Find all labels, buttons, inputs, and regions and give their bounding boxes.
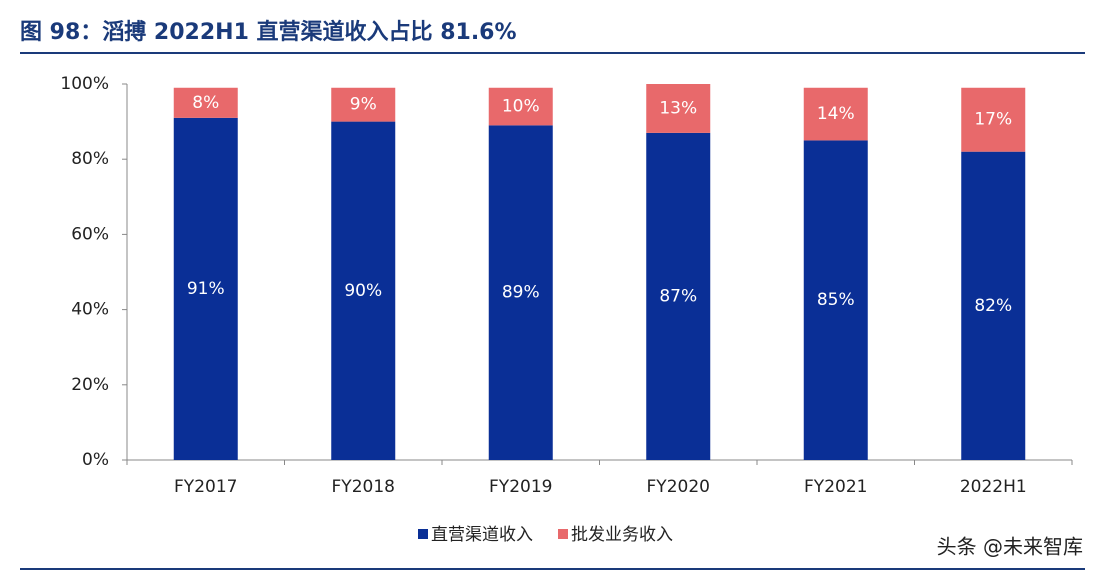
bar-segment — [646, 132, 711, 460]
legend-label: 批发业务收入 — [571, 525, 673, 545]
bar-segment — [803, 140, 868, 460]
data-label: 87% — [659, 286, 697, 306]
legend-swatch — [558, 529, 568, 539]
x-tick-label: FY2017 — [174, 477, 237, 497]
watermark: 头条 @未来智库 — [937, 535, 1083, 559]
data-label: 82% — [974, 296, 1012, 316]
legend-label: 直营渠道收入 — [431, 525, 533, 545]
data-label: 90% — [344, 281, 382, 301]
bar-segment — [961, 151, 1026, 460]
x-tick-label: FY2021 — [804, 477, 867, 497]
data-label: 14% — [817, 104, 855, 124]
legend-swatch — [418, 529, 428, 539]
bar-segment — [803, 87, 868, 141]
y-tick-label: 100% — [60, 74, 109, 94]
bar-segment — [646, 84, 711, 133]
bar-segment — [331, 121, 396, 460]
x-tick-label: FY2019 — [489, 477, 552, 497]
y-tick-label: 20% — [71, 375, 109, 395]
data-label: 91% — [187, 279, 225, 299]
data-label: 9% — [350, 95, 377, 115]
data-label: 89% — [502, 283, 540, 303]
data-label: 17% — [974, 110, 1012, 130]
y-tick-label: 60% — [71, 224, 109, 244]
y-tick-label: 0% — [82, 450, 109, 470]
bar-segment — [488, 87, 553, 126]
bar-segment — [331, 87, 396, 122]
x-tick-label: FY2018 — [332, 477, 395, 497]
data-label: 10% — [502, 97, 540, 117]
data-label: 8% — [192, 93, 219, 113]
bar-segment — [961, 87, 1026, 152]
chart-title: 图 98：滔搏 2022H1 直营渠道收入占比 81.6% — [20, 19, 517, 45]
data-label: 13% — [659, 98, 697, 118]
data-label: 85% — [817, 290, 855, 310]
bar-segment — [173, 117, 238, 460]
x-tick-label: FY2020 — [647, 477, 710, 497]
bar-segment — [173, 87, 238, 118]
x-tick-label: 2022H1 — [960, 477, 1027, 497]
y-tick-label: 40% — [71, 300, 109, 320]
bar-segment — [488, 125, 553, 461]
y-tick-label: 80% — [71, 149, 109, 169]
